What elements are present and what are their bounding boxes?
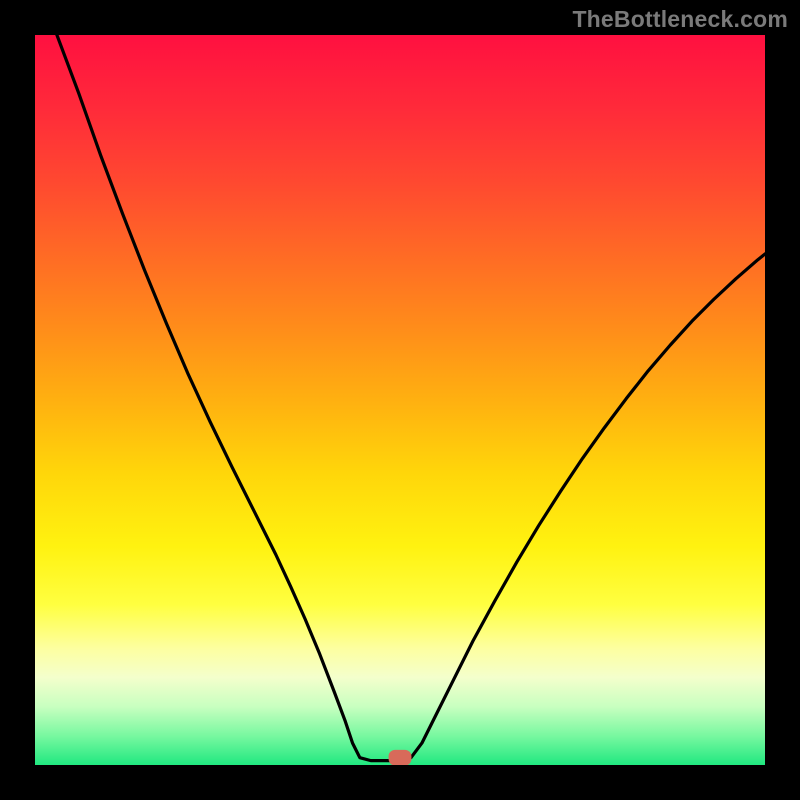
optimal-point-marker xyxy=(389,750,411,765)
watermark-text: TheBottleneck.com xyxy=(572,6,788,33)
gradient-background xyxy=(35,35,765,765)
chart-container: TheBottleneck.com xyxy=(0,0,800,800)
chart-svg xyxy=(35,35,765,765)
plot-area xyxy=(35,35,765,765)
